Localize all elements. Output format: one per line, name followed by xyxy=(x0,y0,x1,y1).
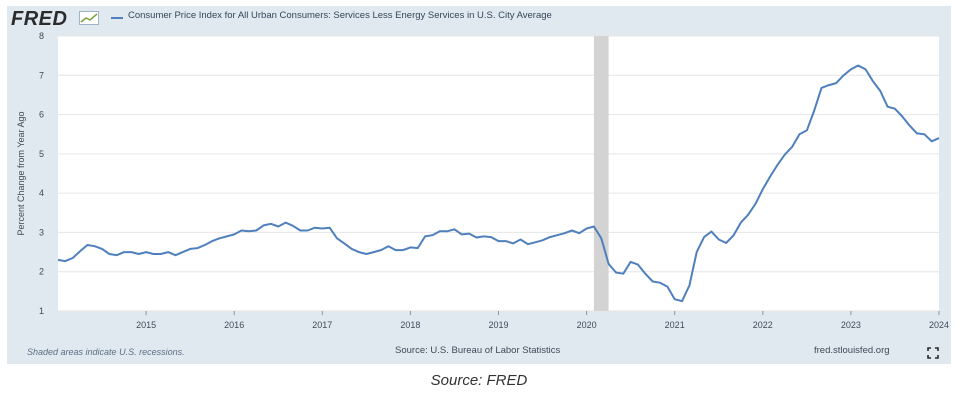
y-tick-label: 4 xyxy=(39,188,44,198)
y-tick-label: 1 xyxy=(39,306,44,316)
figure-caption: Source: FRED xyxy=(430,372,528,389)
y-axis-label: Percent Change from Year Ago xyxy=(16,111,26,235)
series-title: Consumer Price Index for All Urban Consu… xyxy=(128,10,552,21)
x-tick-label: 2017 xyxy=(312,320,332,330)
y-tick-label: 2 xyxy=(39,267,44,277)
x-tick-label: 2020 xyxy=(577,320,597,330)
recession-band xyxy=(593,36,609,311)
y-tick-label: 7 xyxy=(39,70,44,80)
y-tick-label: 3 xyxy=(39,227,44,237)
x-tick-label: 2015 xyxy=(136,320,156,330)
recession-note: Shaded areas indicate U.S. recessions. xyxy=(27,347,185,357)
x-tick-label: 2019 xyxy=(488,320,508,330)
legend-line-swatch xyxy=(111,17,123,19)
x-tick-label: 2024 xyxy=(929,320,949,330)
y-axis: 1 2 3 4 5 6 7 8 xyxy=(39,31,44,316)
gridlines xyxy=(58,35,939,312)
x-axis: 2015 2016 2017 2018 2019 2020 2021 2022 2023 2024 xyxy=(136,311,949,330)
chart-panel: FRED Consumer Price Index for All Urban … xyxy=(7,6,951,364)
line-chart[interactable]: 1 2 3 4 5 6 7 8 2015 2016 2017 2018 2019 2020 2021 202… xyxy=(7,6,951,346)
y-tick-label: 5 xyxy=(39,149,44,159)
series-line-group[interactable] xyxy=(57,64,940,303)
x-tick-label: 2018 xyxy=(400,320,420,330)
chart-line-icon xyxy=(79,11,99,25)
source-note: Source: U.S. Bureau of Labor Statistics xyxy=(395,345,561,356)
fred-url-link[interactable]: fred.stlouisfed.org xyxy=(814,345,890,356)
x-tick-label: 2023 xyxy=(841,320,861,330)
chart-header: FRED Consumer Price Index for All Urban … xyxy=(7,6,951,30)
x-tick-label: 2022 xyxy=(753,320,773,330)
expand-icon[interactable] xyxy=(927,347,939,359)
fred-logo[interactable]: FRED xyxy=(11,8,68,30)
x-tick-label: 2016 xyxy=(224,320,244,330)
recession-shading xyxy=(593,36,609,311)
x-tick-label: 2021 xyxy=(665,320,685,330)
y-tick-label: 8 xyxy=(39,31,44,41)
plot-area xyxy=(58,36,939,311)
y-tick-label: 6 xyxy=(39,110,44,120)
series-line[interactable] xyxy=(57,64,940,303)
